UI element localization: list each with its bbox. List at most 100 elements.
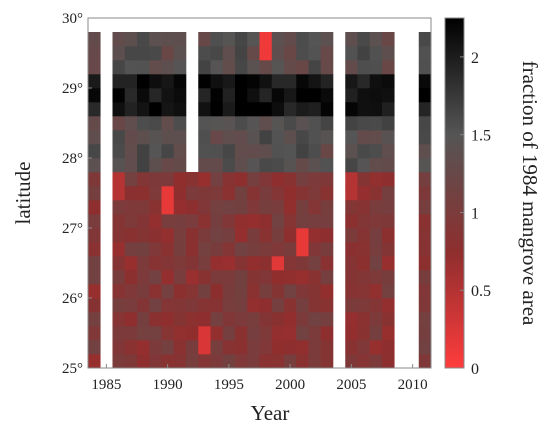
heatmap-cell: [382, 102, 395, 117]
heatmap-cell: [173, 284, 187, 299]
heatmap-cell: [259, 102, 273, 117]
heatmap-cell: [308, 144, 322, 159]
heatmap-cell: [235, 242, 248, 257]
y-tick-label: 27°: [62, 221, 83, 237]
heatmap-cell: [369, 158, 383, 173]
heatmap-cell: [259, 60, 273, 75]
heatmap-cell: [137, 242, 150, 257]
heatmap-cell: [222, 116, 236, 131]
heatmap-cell: [271, 200, 285, 215]
heatmap-cell: [259, 130, 273, 145]
heatmap-cell: [320, 200, 334, 215]
x-tick-label: 1990: [153, 377, 183, 393]
heatmap-cell: [112, 60, 126, 75]
heatmap-cell: [210, 270, 224, 285]
heatmap-cell: [357, 270, 371, 285]
heatmap-cell: [320, 256, 334, 271]
heatmap-cell: [345, 214, 358, 229]
heatmap-cell: [418, 298, 432, 313]
heatmap-cell: [235, 46, 248, 61]
heatmap-cell: [259, 256, 273, 271]
heatmap-cell: [296, 32, 309, 47]
heatmap-cell: [308, 256, 322, 271]
heatmap-cell: [382, 228, 395, 243]
heatmap-cell: [88, 326, 101, 341]
heatmap-cell: [247, 158, 260, 173]
heatmap-cell: [161, 102, 175, 117]
heatmap-cell: [124, 102, 138, 117]
heatmap-cell: [308, 270, 322, 285]
heatmap-cell: [382, 270, 395, 285]
heatmap-cell: [369, 200, 383, 215]
heatmap-cell: [284, 130, 297, 145]
heatmap-cell: [149, 186, 162, 201]
heatmap-cell: [222, 214, 236, 229]
heatmap-cell: [296, 214, 309, 229]
heatmap-cell: [112, 74, 126, 89]
heatmap-cell: [210, 256, 224, 271]
heatmap-cell: [259, 228, 273, 243]
heatmap-cell: [173, 186, 187, 201]
heatmap-cell: [284, 312, 297, 327]
heatmap-cell: [112, 116, 126, 131]
heatmap-cell: [149, 270, 162, 285]
heatmap-cell: [345, 312, 358, 327]
heatmap-cell: [382, 158, 395, 173]
heatmap-cell: [210, 116, 224, 131]
heatmap-cell: [235, 74, 248, 89]
heatmap-cell: [345, 88, 358, 103]
heatmap-cell: [247, 340, 260, 355]
heatmap-cell: [137, 312, 150, 327]
heatmap-cell: [345, 256, 358, 271]
heatmap-cell: [210, 298, 224, 313]
heatmap-cell: [284, 200, 297, 215]
heatmap-cell: [149, 242, 162, 257]
heatmap-cell: [271, 354, 285, 369]
heatmap-cell: [186, 340, 199, 355]
heatmap-cell: [284, 242, 297, 257]
heatmap-cell: [222, 186, 236, 201]
heatmap-cell: [418, 256, 432, 271]
heatmap-cell: [284, 326, 297, 341]
heatmap-cell: [124, 130, 138, 145]
heatmap-cell: [161, 340, 175, 355]
heatmap-cell: [357, 214, 371, 229]
heatmap-cell: [198, 284, 211, 299]
heatmap-cell: [357, 32, 371, 47]
heatmap-cell: [210, 32, 224, 47]
heatmap-cell: [369, 298, 383, 313]
heatmap-cell: [198, 158, 211, 173]
heatmap-cell: [296, 312, 309, 327]
heatmap-cell: [247, 102, 260, 117]
heatmap-cell: [357, 312, 371, 327]
heatmap-cell: [418, 354, 432, 369]
heatmap-cell: [222, 312, 236, 327]
heatmap-cell: [137, 172, 150, 187]
heatmap-cell: [418, 60, 432, 75]
heatmap-cell: [259, 354, 273, 369]
heatmap-cell: [137, 340, 150, 355]
heatmap-cell: [124, 144, 138, 159]
heatmap-cell: [198, 144, 211, 159]
heatmap-cell: [161, 88, 175, 103]
heatmap-cell: [320, 312, 334, 327]
heatmap-cell: [247, 172, 260, 187]
heatmap-cell: [112, 340, 126, 355]
heatmap-cell: [296, 284, 309, 299]
heatmap-cell: [271, 144, 285, 159]
heatmap-cell: [247, 186, 260, 201]
heatmap-cell: [247, 88, 260, 103]
heatmap-cell: [418, 284, 432, 299]
heatmap-cell: [369, 186, 383, 201]
heatmap-cell: [308, 60, 322, 75]
heatmap-cell: [247, 214, 260, 229]
heatmap-cell: [210, 102, 224, 117]
heatmap-cell: [149, 172, 162, 187]
heatmap-cell: [418, 326, 432, 341]
heatmap-cell: [173, 74, 187, 89]
heatmap-cell: [173, 116, 187, 131]
heatmap-cell: [210, 200, 224, 215]
heatmap-cell: [198, 228, 211, 243]
heatmap-cell: [345, 116, 358, 131]
heatmap-cell: [296, 354, 309, 369]
